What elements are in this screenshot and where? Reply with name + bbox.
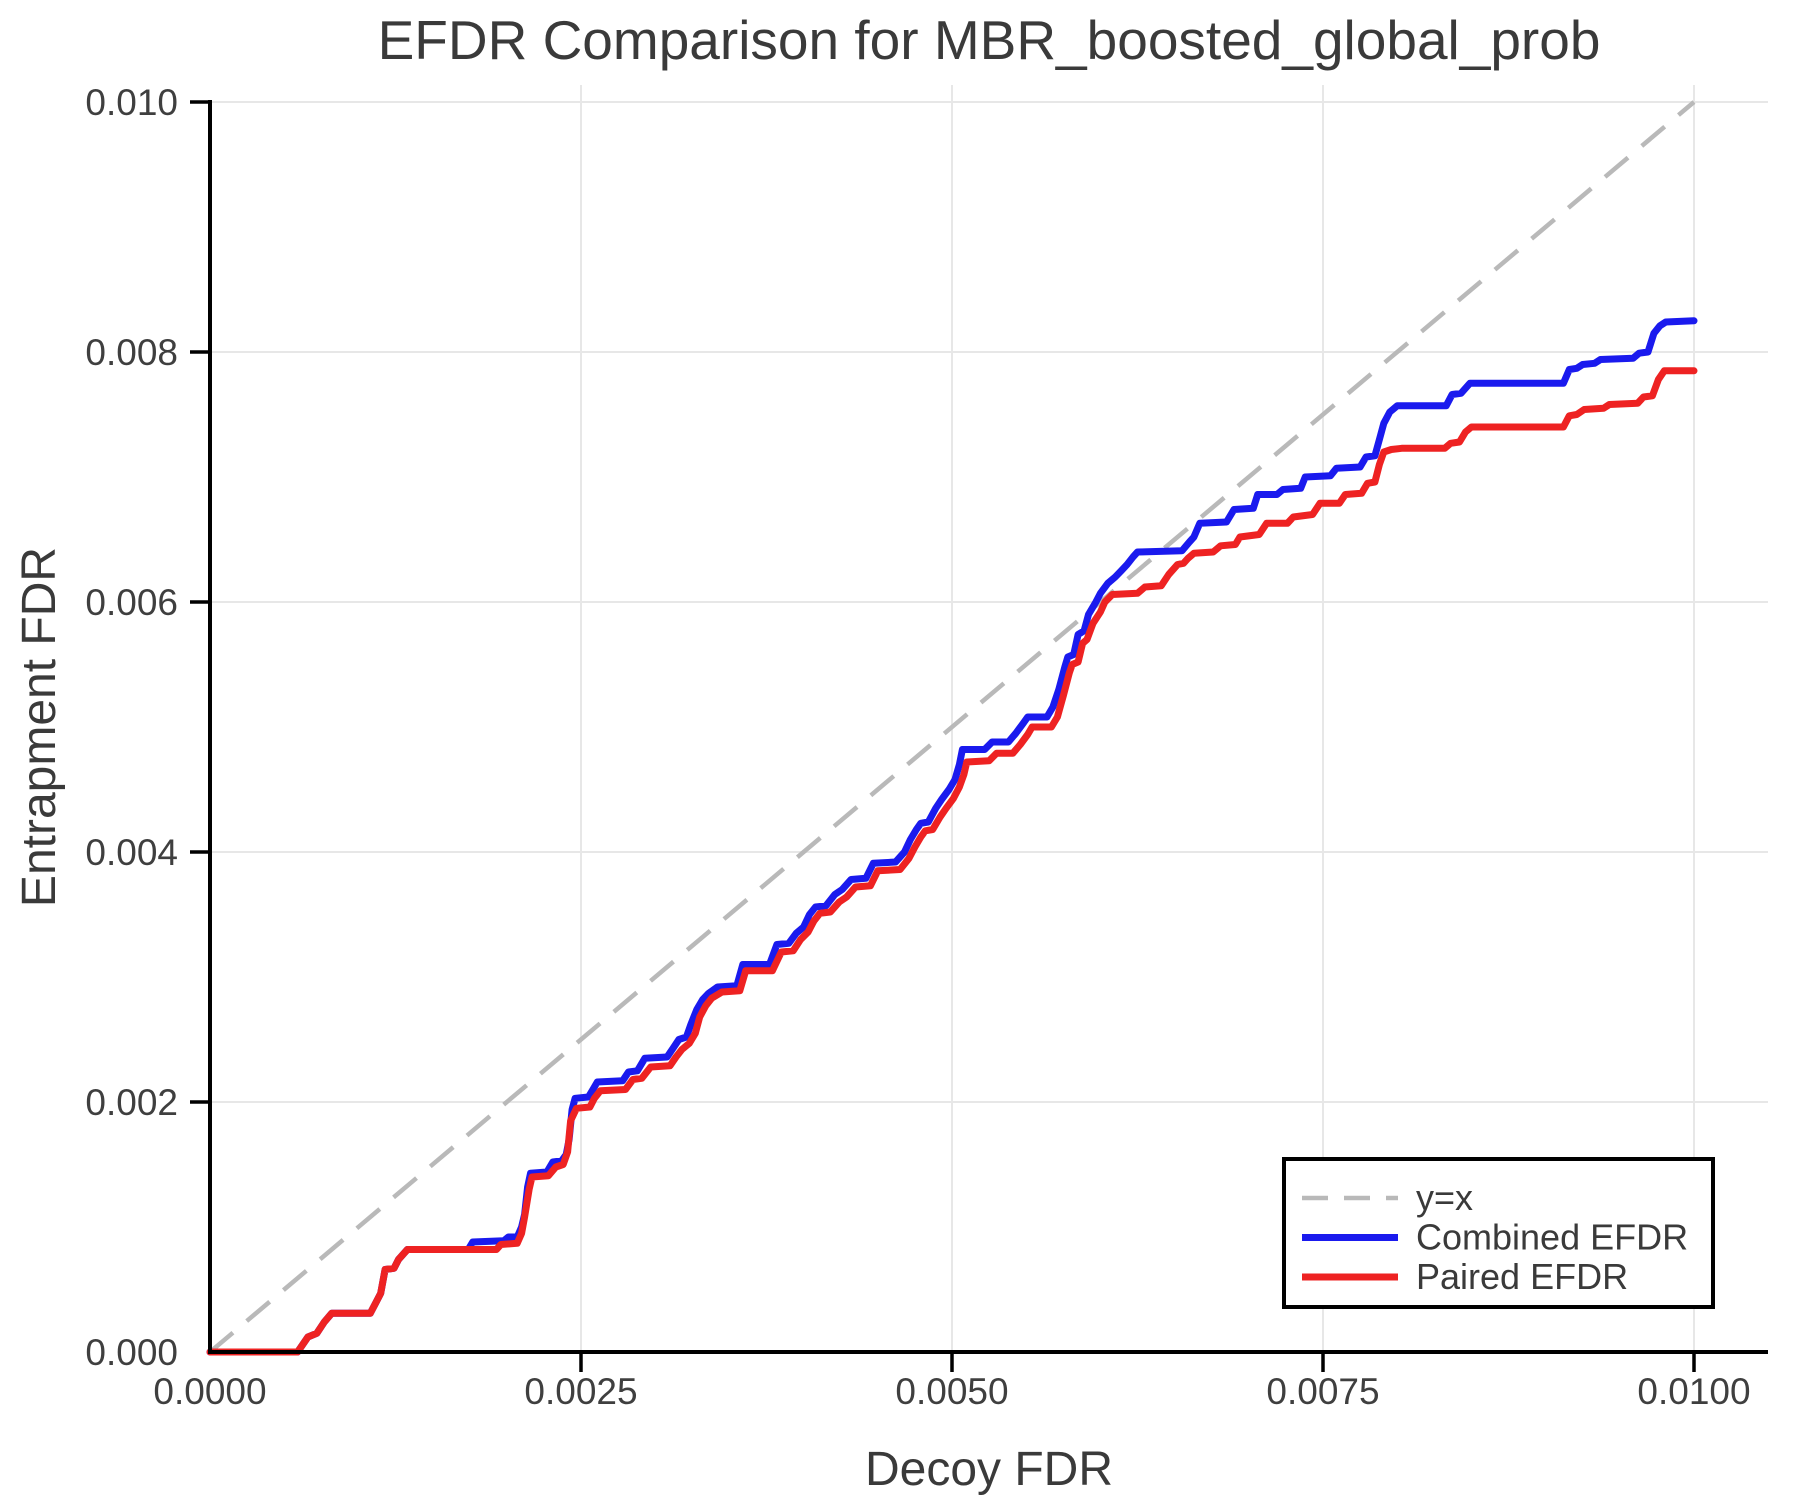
x-tick-label: 0.0050	[895, 1371, 1008, 1412]
legend-box	[1282, 1157, 1715, 1309]
diagonal-reference-line	[208, 100, 1696, 1354]
series-line-paired-efdr	[206, 367, 1698, 1356]
y-tick-label: 0.006	[85, 582, 178, 623]
legend-label: Combined EFDR	[1416, 1217, 1688, 1258]
y-tick-label: 0.000	[85, 1332, 178, 1373]
chart-title: EFDR Comparison for MBR_boosted_global_p…	[377, 9, 1601, 71]
y-tick-label: 0.010	[85, 82, 178, 123]
x-tick-label: 0.0025	[524, 1371, 637, 1412]
y-tick-label: 0.008	[85, 332, 178, 373]
x-tick-label: 0.0075	[1266, 1371, 1379, 1412]
legend-label: Paired EFDR	[1416, 1256, 1628, 1297]
y-tick-label: 0.004	[85, 832, 178, 873]
y-tick-label: 0.002	[85, 1082, 178, 1123]
x-tick-label: 0.0100	[1637, 1371, 1750, 1412]
series-line-combined-efdr	[206, 317, 1698, 1356]
legend-label: y=x	[1416, 1177, 1473, 1218]
x-axis-label: Decoy FDR	[864, 1443, 1114, 1496]
x-tick-label: 0.0000	[153, 1371, 266, 1412]
